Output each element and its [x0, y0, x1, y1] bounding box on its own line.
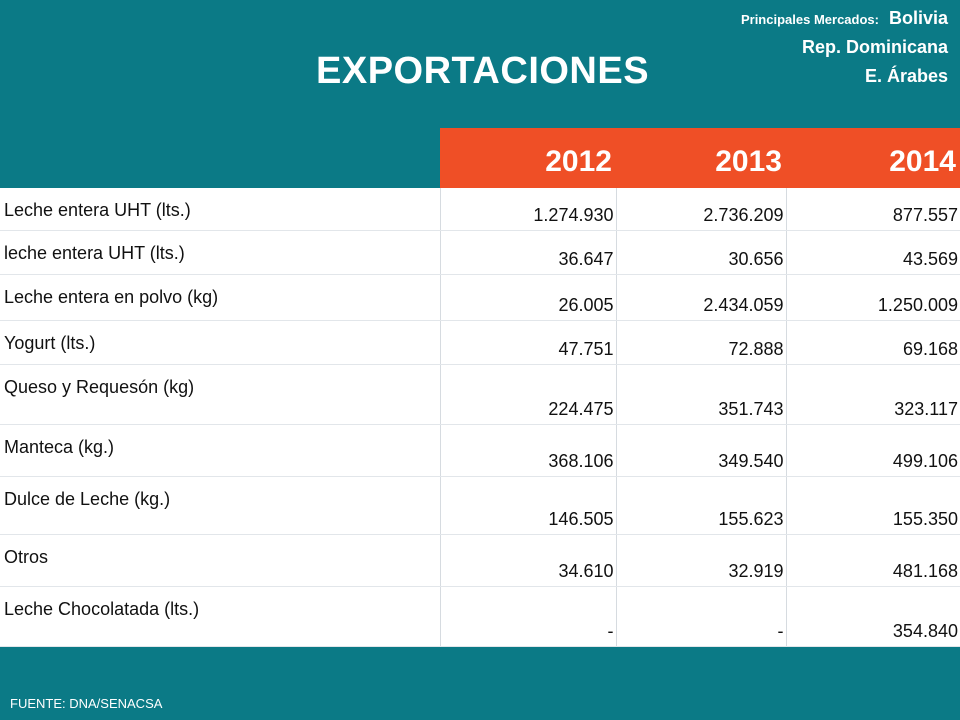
- value-cell-2013: 2.434.059: [616, 274, 787, 321]
- year-header-2014: 2014: [786, 128, 960, 188]
- table-header-row: 2012 2013 2014: [0, 128, 960, 188]
- page-title: EXPORTACIONES: [316, 50, 650, 92]
- row-label: leche entera UHT (lts.): [0, 230, 441, 275]
- value-cell-2014: 481.168: [786, 534, 960, 587]
- table-row: Otros 34.610 32.919 481.168: [0, 534, 960, 587]
- value-cell-2012: -: [440, 586, 617, 647]
- markets-block: Principales Mercados: Bolivia Rep. Domini…: [741, 4, 948, 91]
- markets-line-3: E. Árabes: [741, 62, 948, 91]
- value-cell-2014: 69.168: [786, 320, 960, 365]
- value-cell-2012: 34.610: [440, 534, 617, 587]
- markets-label: Principales Mercados:: [740, 12, 879, 27]
- row-label: Otros: [0, 534, 441, 587]
- row-label: Queso y Requesón (kg): [0, 364, 441, 425]
- source-footer: FUENTE: DNA/SENACSA: [10, 696, 163, 711]
- value-cell-2013: -: [616, 586, 787, 647]
- row-label: Dulce de Leche (kg.): [0, 476, 441, 535]
- market-item: Rep. Dominicana: [801, 37, 948, 57]
- table-row: Leche Chocolatada (lts.) - -354.840: [0, 586, 960, 647]
- row-label: Leche entera en polvo (kg): [0, 274, 441, 321]
- table-row: Leche entera UHT (lts.) 1.274.930 2.736.20…: [0, 188, 960, 231]
- row-label: Leche entera UHT (lts.): [0, 188, 441, 231]
- table-row: Yogurt (lts.) 47.751 72.888 69.168: [0, 320, 960, 365]
- value-cell-2013: 155.623: [616, 476, 787, 535]
- year-header-2012: 2012: [440, 128, 616, 188]
- value-cell-2013: 72.888: [616, 320, 787, 365]
- row-label: Leche Chocolatada (lts.): [0, 586, 441, 647]
- row-label: Manteca (kg.): [0, 424, 441, 477]
- market-item: Bolivia: [888, 8, 948, 28]
- value-cell-2014: 877.557: [786, 188, 960, 231]
- value-cell-2014: 354.840: [786, 586, 960, 647]
- markets-line-1: Principales Mercados: Bolivia: [741, 4, 948, 33]
- header-blank-cell: [0, 128, 440, 188]
- table-body: Leche entera UHT (lts.) 1.274.930 2.736.20…: [0, 188, 960, 647]
- value-cell-2012: 26.005: [440, 274, 617, 321]
- value-cell-2012: 1.274.930: [440, 188, 617, 231]
- value-cell-2014: 43.569: [786, 230, 960, 275]
- value-cell-2013: 349.540: [616, 424, 787, 477]
- markets-line-2: Rep. Dominicana: [741, 33, 948, 62]
- value-cell-2013: 351.743: [616, 364, 787, 425]
- table-row: Manteca (kg.) 368.106 349.540 499.106: [0, 424, 960, 477]
- value-cell-2012: 368.106: [440, 424, 617, 477]
- year-header-2013: 2013: [616, 128, 786, 188]
- value-cell-2013: 2.736.209: [616, 188, 787, 231]
- value-cell-2014: 323.117: [786, 364, 960, 425]
- row-label: Yogurt (lts.): [0, 320, 441, 365]
- value-cell-2012: 36.647: [440, 230, 617, 275]
- table-row: leche entera UHT (lts.) 36.647 30.656 43.56…: [0, 230, 960, 275]
- table-row: Leche entera en polvo (kg) 26.005 2.434.05…: [0, 274, 960, 321]
- exports-table: 2012 2013 2014 Leche entera UHT (lts.) 1.…: [0, 128, 960, 647]
- value-cell-2012: 47.751: [440, 320, 617, 365]
- value-cell-2014: 499.106: [786, 424, 960, 477]
- value-cell-2014: 155.350: [786, 476, 960, 535]
- table-row: Dulce de Leche (kg.) 146.505 155.623 155.35…: [0, 476, 960, 535]
- value-cell-2012: 224.475: [440, 364, 617, 425]
- value-cell-2013: 32.919: [616, 534, 787, 587]
- market-item: E. Árabes: [864, 66, 948, 86]
- table-row: Queso y Requesón (kg) 224.475 351.743 323.1…: [0, 364, 960, 425]
- value-cell-2013: 30.656: [616, 230, 787, 275]
- value-cell-2014: 1.250.009: [786, 274, 960, 321]
- value-cell-2012: 146.505: [440, 476, 617, 535]
